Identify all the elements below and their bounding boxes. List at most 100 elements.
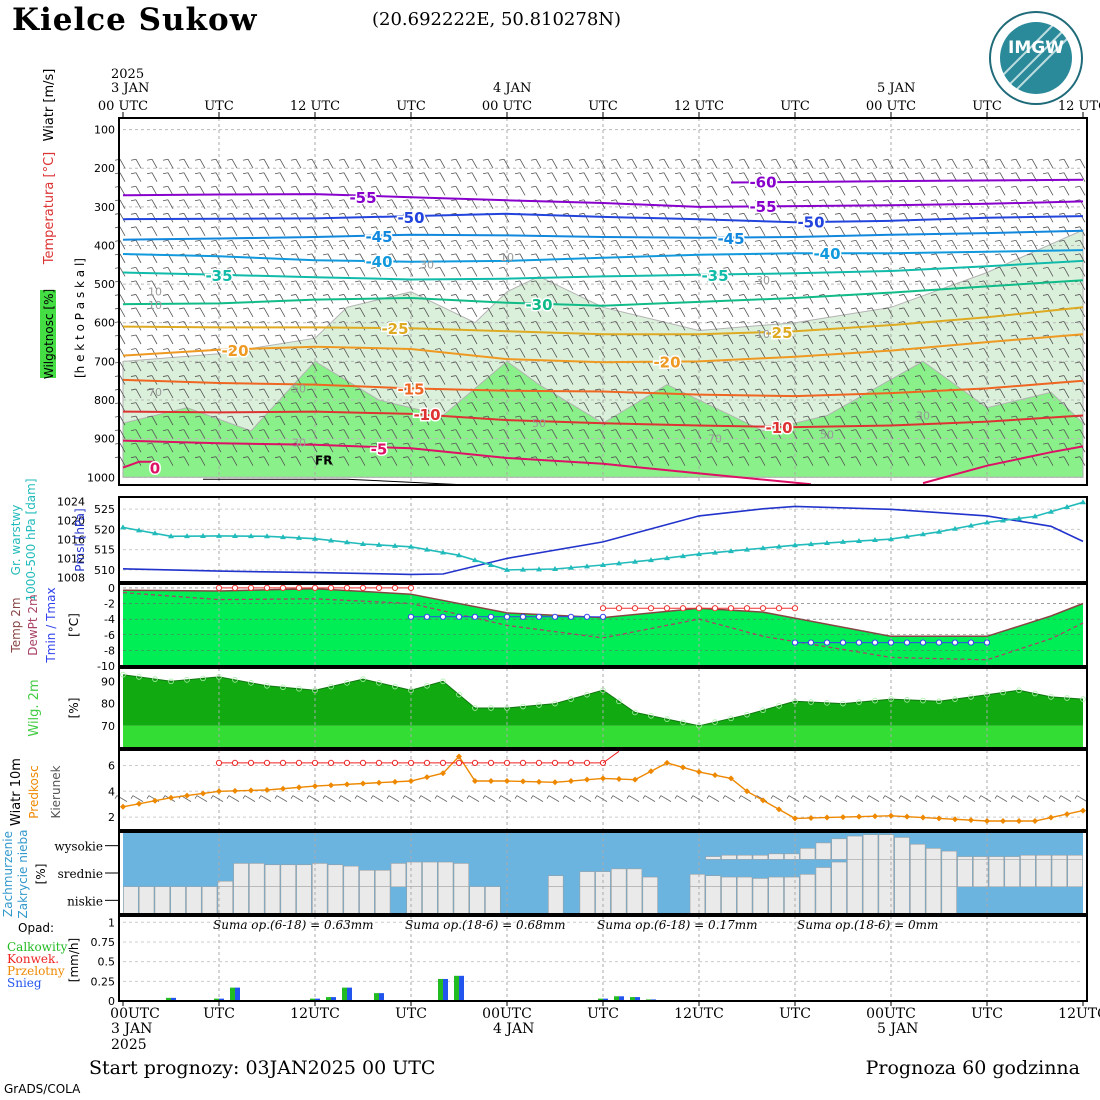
wind-barb	[930, 158, 942, 169]
humidity-unit-label: [%]	[67, 698, 81, 719]
wind-barb	[322, 172, 334, 182]
wind-barb	[594, 266, 606, 277]
wind-barb	[866, 348, 878, 358]
wind-barb	[546, 172, 558, 182]
geopotential-marker	[1032, 513, 1038, 519]
wind-barb	[754, 266, 766, 277]
humidity-marker	[760, 707, 766, 714]
wind-barb	[1010, 442, 1022, 453]
wind-barb	[786, 456, 798, 466]
wind-barb	[386, 280, 398, 291]
cloud-bar-niskie	[642, 886, 658, 915]
wind-barb	[754, 402, 766, 412]
wind-direction-barb	[530, 795, 544, 802]
wind-barb	[898, 442, 910, 453]
wind-barb	[434, 199, 446, 209]
wind-barb	[818, 429, 830, 439]
tmin-marker	[951, 639, 959, 646]
wind-barb	[610, 388, 622, 399]
wind-barb	[162, 442, 174, 453]
wind-barb	[530, 280, 542, 291]
wind-barb	[722, 294, 734, 304]
wind-barb	[450, 172, 462, 182]
wind-barb	[722, 348, 734, 358]
wind-barb	[242, 415, 254, 426]
wind-barb	[498, 226, 510, 237]
wind-barb	[290, 294, 302, 304]
wind-direction-barb	[210, 795, 224, 802]
wind-barb	[754, 280, 766, 291]
wind-barb	[898, 402, 910, 412]
wind-barb	[562, 442, 574, 453]
wind-barb	[802, 456, 814, 466]
wind-direction-barb	[274, 795, 288, 802]
wind-barb	[738, 456, 750, 466]
wind-speed-marker	[936, 815, 942, 822]
wind-barb	[562, 212, 574, 223]
wind-barb	[466, 158, 478, 169]
wind-barb	[450, 334, 462, 345]
geopotential-marker	[952, 525, 958, 531]
humidity-marker	[1064, 695, 1070, 701]
wind-barb	[290, 388, 302, 399]
wind-barb	[706, 415, 718, 426]
wind-barb	[130, 429, 142, 439]
geopotential-marker	[1080, 499, 1086, 505]
wind-direction-barb	[882, 795, 896, 802]
tmax-marker	[679, 605, 687, 612]
wind-barb	[962, 361, 974, 372]
wind-barb	[210, 429, 222, 439]
pressure-tick-label: 700	[94, 355, 115, 368]
wind-barb	[962, 429, 974, 439]
wind-barb	[386, 158, 398, 169]
wind-barb	[210, 199, 222, 209]
wind-barb	[1074, 294, 1086, 304]
wind-barb	[418, 239, 430, 250]
wind-barb	[530, 266, 542, 277]
wind-direction-barb	[178, 795, 192, 802]
wind-barb	[386, 388, 398, 399]
cloud-bar-srednie	[799, 874, 816, 887]
isotherm-label: -60	[749, 174, 776, 192]
wind-barb	[498, 185, 510, 196]
wind-barb	[818, 415, 830, 426]
wind-barb	[210, 415, 222, 426]
wind-direction-barb	[450, 795, 464, 802]
wind-barb	[770, 253, 782, 264]
wind-barb	[1042, 212, 1054, 223]
humidity-marker	[744, 711, 750, 718]
wind-speed-marker	[744, 788, 750, 795]
wind-speed-marker	[584, 776, 590, 783]
wind-barb	[130, 307, 142, 318]
isotherm-label: -25	[765, 324, 792, 342]
cloud-bar-wysokie	[910, 844, 926, 860]
time-tick-top: 00 UTC	[482, 99, 532, 114]
wind-barb	[1042, 402, 1054, 412]
wind-barb	[354, 307, 366, 318]
pressure-frame	[118, 496, 1088, 583]
wind-barb	[786, 361, 798, 372]
humidity-marker	[440, 678, 446, 685]
wind-barb	[1042, 294, 1054, 304]
cloud-bar-wysokie	[957, 856, 973, 860]
wind-barb	[978, 239, 990, 250]
wind-barb	[706, 348, 718, 358]
wind-barb	[1042, 348, 1054, 358]
isotherm-label: -10	[413, 406, 440, 424]
isotherm-line	[122, 410, 1084, 429]
geopotential-tick-label: 525	[94, 503, 115, 516]
humidity-marker	[264, 682, 270, 689]
wind-barb	[690, 172, 702, 182]
wind-barb	[290, 199, 302, 209]
humidity-marker	[776, 702, 782, 709]
wind-barb	[882, 375, 894, 385]
wind-barb	[562, 402, 574, 412]
wind-barb	[866, 199, 878, 209]
wind-barb	[754, 239, 766, 250]
wind-barb	[338, 239, 350, 250]
wind-barb	[130, 158, 142, 169]
wind-barb	[354, 388, 366, 399]
wind-barb	[930, 456, 942, 466]
wind-barb	[770, 442, 782, 453]
wind-barb	[322, 334, 334, 345]
